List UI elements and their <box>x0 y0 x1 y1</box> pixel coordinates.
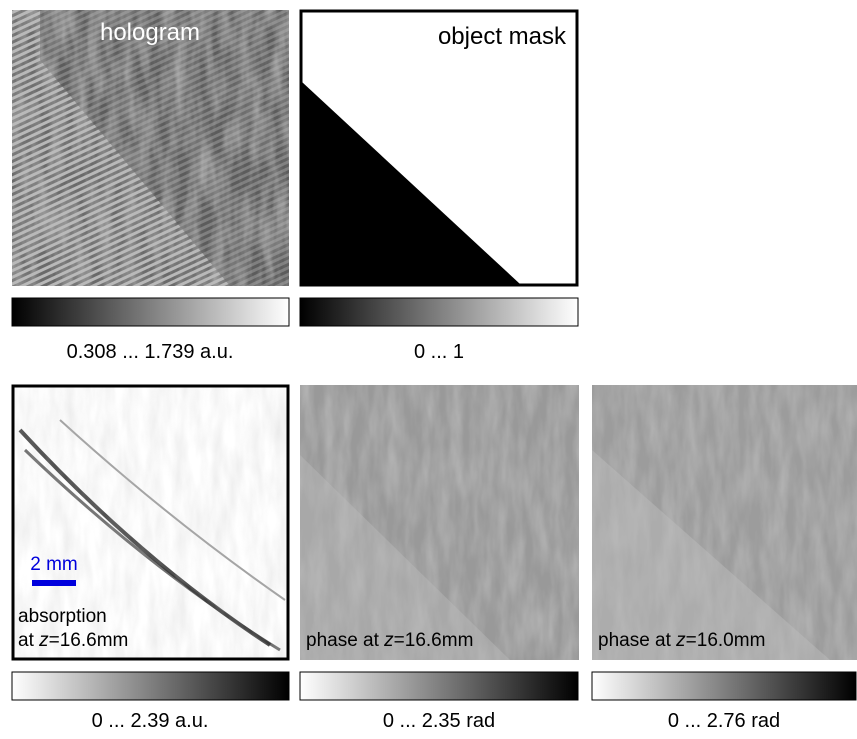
colorbar-range: 0 ... 2.76 rad <box>668 710 780 732</box>
hologram-image <box>12 10 289 286</box>
colorbar <box>12 298 289 326</box>
colorbar-range: 0 ... 1 <box>414 341 464 363</box>
colorbar <box>592 672 856 700</box>
panel-label: object mask <box>438 23 567 50</box>
figure: hologram object mask 0.308 ... 1.739 a.u… <box>0 0 857 734</box>
panel-label: at z=16.6mm <box>18 630 128 651</box>
scale-bar <box>32 580 76 586</box>
phase-image <box>592 385 857 660</box>
panel-label: phase at z=16.6mm <box>306 630 473 651</box>
colorbar-range: 0.308 ... 1.739 a.u. <box>67 341 234 363</box>
colorbar-range: 0 ... 2.35 rad <box>383 710 495 732</box>
colorbar <box>300 672 578 700</box>
panel-label: hologram <box>100 19 200 46</box>
scale-bar-label: 2 mm <box>30 554 78 575</box>
panel-label: phase at z=16.0mm <box>598 630 765 651</box>
panel-label: absorption <box>18 606 107 627</box>
colorbar <box>300 298 578 326</box>
phase-image <box>300 385 579 660</box>
colorbar <box>12 672 289 700</box>
colorbar-range: 0 ... 2.39 a.u. <box>92 710 209 732</box>
